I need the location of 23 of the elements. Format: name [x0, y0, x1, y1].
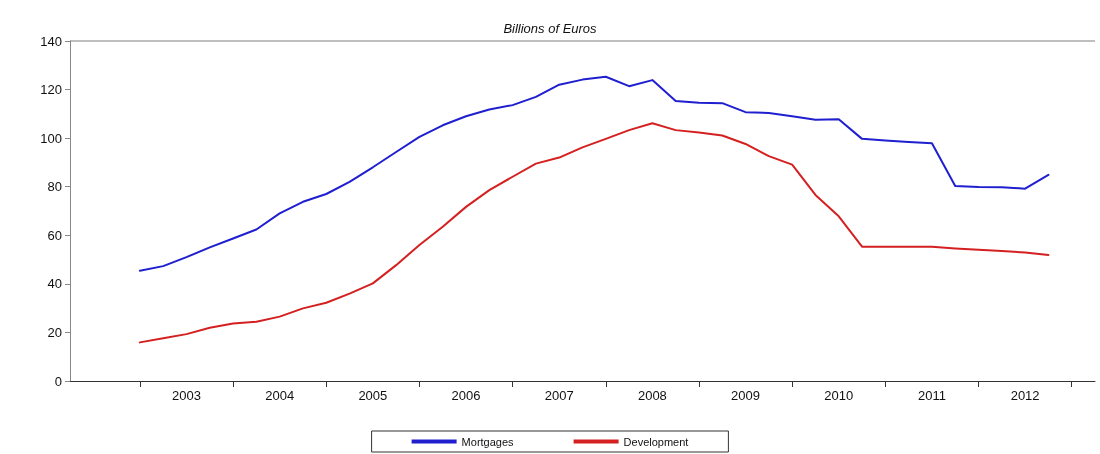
x-tick-label: 2005: [358, 388, 388, 403]
line-series: [138, 75, 1050, 272]
x-tick-label: 2010: [824, 388, 854, 403]
x-tick-label: 2008: [637, 388, 667, 403]
x-tick-label: 2003: [172, 388, 201, 403]
x-tick-label: 2009: [731, 388, 761, 403]
x-tick-label: 2011: [917, 388, 946, 403]
y-tick-label: 120: [40, 82, 62, 98]
y-tick-label: 100: [40, 130, 62, 146]
y-tick-label: 60: [47, 227, 62, 243]
chart-subtitle: Billions of Euros: [503, 21, 598, 36]
y-tick-label: 140: [40, 33, 62, 49]
line-series: [138, 122, 1050, 344]
y-tick-label: 80: [47, 179, 62, 195]
legend-label: Mortgages: [461, 435, 515, 448]
y-tick-label: 40: [47, 276, 62, 292]
x-tick-label: 2007: [544, 388, 574, 403]
x-tick-label: 2004: [265, 388, 295, 403]
x-tick-label: 2012: [1010, 388, 1040, 403]
legend-label: Development: [623, 435, 689, 448]
y-tick-label: 0: [54, 373, 62, 389]
y-tick-label: 20: [47, 324, 62, 340]
x-tick-label: 2006: [451, 388, 481, 403]
